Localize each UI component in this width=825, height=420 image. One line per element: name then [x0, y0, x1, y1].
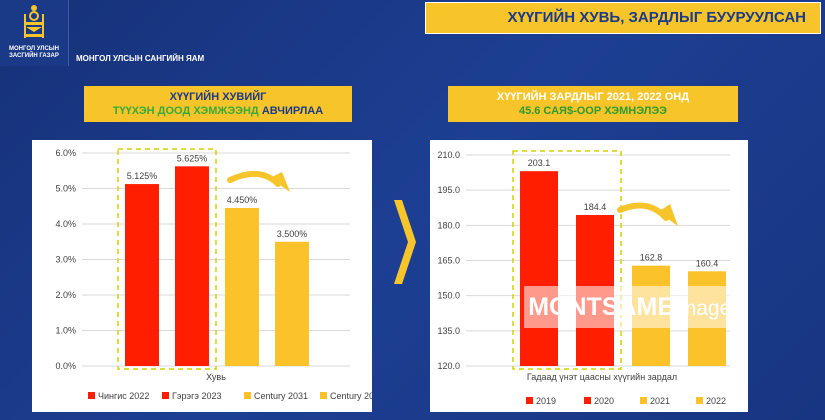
- logo-text: МОНГОЛ УЛСЫН ЗАСГИЙН ГАЗАР: [9, 46, 59, 59]
- legend-label: 2019: [536, 396, 556, 406]
- data-label: 3.500%: [277, 229, 308, 239]
- data-label: 5.625%: [177, 153, 208, 163]
- y-tick-label: 2.0%: [55, 290, 76, 300]
- data-label: 5.125%: [127, 171, 158, 181]
- bar-century-2031: [225, 208, 259, 366]
- data-label: 203.1: [528, 158, 551, 168]
- bar-чингис-2022: [125, 184, 159, 366]
- legend-label: Century 2031: [254, 391, 308, 401]
- data-label: 160.4: [696, 258, 719, 268]
- y-tick-label: 3.0%: [55, 255, 76, 265]
- soyombo-emblem-icon: [24, 5, 44, 38]
- interest-cost-chart: 120.0 135.0 150.0 165.0 180.0 195.0 210.0 203.1…: [437, 150, 730, 406]
- y-tick-label: 210.0: [437, 150, 460, 160]
- decrease-arrow-icon: [227, 171, 281, 187]
- government-logo: МОНГОЛ УЛСЫН ЗАСГИЙН ГАЗАР: [0, 0, 69, 66]
- y-tick-label: 0.0%: [55, 361, 76, 371]
- y-tick-label: 180.0: [437, 220, 460, 230]
- chevron-right-icon: [394, 200, 416, 284]
- watermark-main: MONTSAME: [528, 293, 675, 321]
- ministry-name: МОНГОЛ УЛСЫН САНГИЙН ЯАМ: [76, 54, 205, 63]
- x-axis-title: Хувь: [206, 372, 226, 382]
- y-tick-label: 135.0: [437, 326, 460, 336]
- data-label: 162.8: [640, 253, 663, 263]
- y-tick-label: 150.0: [437, 291, 460, 301]
- legend-label: 2021: [650, 396, 670, 406]
- y-tick-label: 120.0: [437, 361, 460, 371]
- legend-swatch: [244, 392, 251, 399]
- legend-swatch: [696, 397, 703, 404]
- left-subtitle-line2b: АВЧИРЛАА: [261, 105, 324, 117]
- watermark: MONTSAMEimages: [524, 286, 746, 328]
- legend-label: Century 2027: [330, 391, 372, 401]
- y-tick-label: 165.0: [437, 256, 460, 266]
- bar-гэрэгэ-2023: [175, 166, 209, 366]
- interest-rate-chart-panel: 0.0% 1.0% 2.0% 3.0% 4.0% 5.0% 6.0% 5.125% Чингис…: [32, 140, 384, 412]
- decrease-arrowhead-icon: [658, 204, 678, 226]
- y-tick-label: 195.0: [437, 185, 460, 195]
- legend-label: 2022: [706, 396, 726, 406]
- legend-swatch: [584, 397, 591, 404]
- interest-rate-chart: 0.0% 1.0% 2.0% 3.0% 4.0% 5.0% 6.0% 5.125% Чингис…: [55, 148, 384, 401]
- legend-label: 2020: [594, 396, 614, 406]
- left-subtitle: ХҮҮГИЙН ХУВИЙГ ТҮҮХЭН ДООД ХЭМЖЭЭНД АВЧИ…: [84, 86, 352, 122]
- page-title: ХҮҮГИЙН ХУВЬ, ЗАРДЛЫГ БУУРУУЛСАН: [425, 2, 821, 34]
- legend-swatch: [640, 397, 647, 404]
- watermark-suffix: images: [674, 297, 742, 320]
- bar-2019: [520, 171, 558, 366]
- y-tick-label: 1.0%: [55, 326, 76, 336]
- right-subtitle-line1: ХҮҮГИЙН ЗАРДЛЫГ 2021, 2022 ОНД: [496, 91, 690, 103]
- data-label: 184.4: [584, 202, 607, 212]
- x-axis-title: Гадаад үнэт цаасны хүүгийн зардал: [527, 372, 677, 382]
- highlight-box: [512, 150, 622, 370]
- y-tick-label: 6.0%: [55, 148, 76, 158]
- bar-century-2027: [275, 241, 309, 366]
- highlight-box: [117, 148, 217, 370]
- right-subtitle: ХҮҮГИЙН ЗАРДЛЫГ 2021, 2022 ОНД 45.6 САЯ$…: [448, 86, 738, 122]
- left-subtitle-line2a: ТҮҮХЭН ДООД ХЭМЖЭЭНД: [112, 105, 259, 117]
- legend-label: Гэрэгэ 2023: [172, 391, 221, 401]
- legend-label: Чингис 2022: [98, 391, 149, 401]
- legend-swatch: [88, 392, 95, 399]
- interest-cost-chart-panel: 120.0 135.0 150.0 165.0 180.0 195.0 210.0 203.1…: [430, 140, 748, 412]
- y-tick-label: 5.0%: [55, 184, 76, 194]
- legend-swatch: [320, 392, 327, 399]
- decrease-arrowhead-icon: [270, 172, 290, 192]
- legend-swatch: [526, 397, 533, 404]
- right-subtitle-line2: 45.6 САЯ$-ООР ХЭМНЭЛЭЭ: [518, 105, 668, 117]
- y-tick-label: 4.0%: [55, 219, 76, 229]
- legend-swatch: [162, 392, 169, 399]
- left-subtitle-line1: ХҮҮГИЙН ХУВИЙГ: [169, 91, 267, 103]
- data-label: 4.450%: [227, 195, 258, 205]
